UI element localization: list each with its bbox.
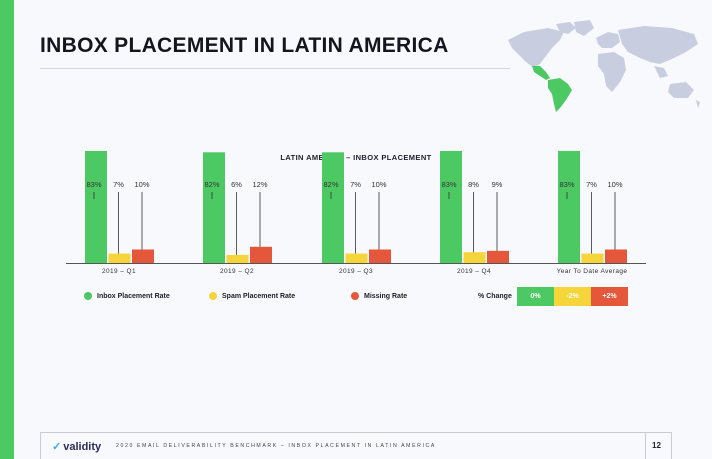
- category-label-0: 2019 – Q1: [102, 268, 136, 275]
- bar-inbox-4: [558, 150, 580, 263]
- legend-inbox: Inbox Placement Rate: [84, 292, 170, 300]
- data-label-0-2: 82%: [323, 180, 338, 189]
- category-label-4: Year To Date Average: [557, 268, 628, 275]
- legend-spam-dot: [209, 292, 217, 300]
- bar-missing-4: [605, 249, 627, 263]
- bar-spam-0: [108, 253, 131, 263]
- bar-spam-1: [226, 254, 249, 263]
- data-label-0-3: 83%: [441, 180, 456, 189]
- data-label-2-4: 10%: [607, 180, 622, 189]
- bar-spam-3: [463, 252, 486, 263]
- legend-spam: Spam Placement Rate: [209, 292, 295, 300]
- bar-missing-2: [369, 249, 391, 263]
- chart-title: LATIN AMERICA – INBOX PLACEMENT: [280, 153, 432, 162]
- legend-inbox-label: Inbox Placement Rate: [97, 292, 170, 300]
- bar-spam-2: [345, 253, 368, 263]
- logo-check-icon: ✓: [52, 441, 62, 453]
- data-label-1-3: 8%: [468, 180, 479, 189]
- data-label-0-4: 83%: [559, 180, 574, 189]
- bar-missing-0: [132, 249, 154, 263]
- bar-inbox-1: [203, 152, 225, 263]
- data-label-2-2: 10%: [371, 180, 386, 189]
- data-label-1-0: 7%: [113, 180, 124, 189]
- percent-change-plus: +2%: [591, 287, 628, 306]
- data-label-1-1: 6%: [231, 180, 242, 189]
- legend-missing: Missing Rate: [351, 292, 407, 300]
- page-title: INBOX PLACEMENT IN LATIN AMERICA: [40, 34, 449, 57]
- data-label-2-1: 12%: [252, 180, 267, 189]
- bar-missing-3: [487, 250, 509, 263]
- bar-inbox-0: [85, 150, 107, 263]
- bar-spam-4: [581, 253, 604, 263]
- legend-spam-label: Spam Placement Rate: [222, 292, 296, 300]
- category-label-1: 2019 – Q2: [220, 268, 254, 275]
- title-divider: [40, 68, 510, 69]
- legend-inbox-dot: [84, 292, 92, 300]
- data-label-0-0: 83%: [86, 180, 101, 189]
- data-label-1-4: 7%: [586, 180, 597, 189]
- world-map-icon: [508, 20, 700, 112]
- logo-text: validity: [63, 440, 102, 453]
- page-number: 12: [652, 441, 661, 450]
- category-label-2: 2019 – Q3: [339, 268, 373, 275]
- bar-missing-1: [250, 246, 272, 263]
- data-label-2-3: 9%: [492, 180, 503, 189]
- percent-change-label: % Change: [478, 293, 512, 300]
- footer-divider: [645, 432, 646, 459]
- footer-caption: 2020 EMAIL DELIVERABILITY BENCHMARK – IN…: [116, 443, 436, 449]
- data-label-1-2: 7%: [350, 180, 361, 189]
- legend-missing-dot: [351, 292, 359, 300]
- percent-change-zero: 0%: [517, 287, 554, 306]
- accent-side-bar: [0, 0, 14, 459]
- bar-inbox-3: [440, 150, 462, 263]
- bar-inbox-2: [322, 152, 344, 263]
- validity-logo: ✓ validity: [52, 440, 102, 454]
- data-label-0-1: 82%: [204, 180, 219, 189]
- percent-change-minus: -2%: [554, 287, 591, 306]
- category-label-3: 2019 – Q4: [457, 268, 491, 275]
- data-label-2-0: 10%: [134, 180, 149, 189]
- footer-bar: [40, 432, 672, 459]
- legend-missing-label: Missing Rate: [364, 292, 408, 300]
